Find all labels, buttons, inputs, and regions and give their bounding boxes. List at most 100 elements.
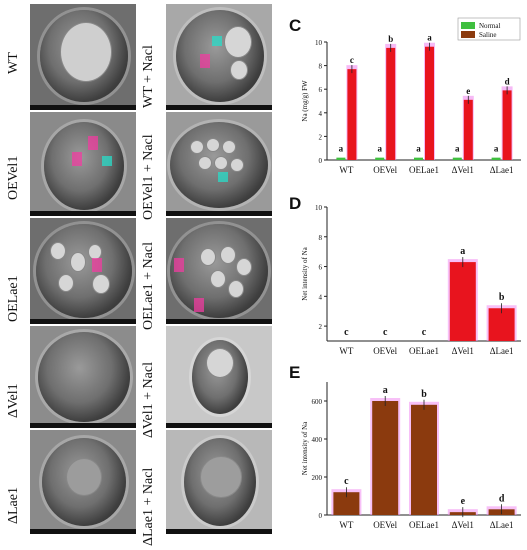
chart-e-ytick-label: 200 [312, 474, 323, 482]
chart-c-bar-saline [502, 90, 512, 160]
chart-d-significance-letter: c [344, 327, 349, 338]
chart-d-ytick-label: 4 [319, 293, 323, 301]
chart-c-significance-letter: a [377, 144, 382, 154]
chart-c-xtick-label: ΔLae1 [490, 165, 514, 175]
micrograph-wt [30, 4, 136, 110]
chart-e-significance-letter: b [421, 389, 427, 400]
chart-e-bar-glow [331, 489, 362, 515]
chart-c-bar-normal [375, 157, 385, 160]
chart-c-significance-letter: a [427, 33, 432, 43]
chart-c-significance-letter: e [466, 86, 470, 96]
chart-d-ylabel: Net intensity of Na [301, 246, 309, 300]
chart-d-xtick-label: ΔLae1 [490, 346, 514, 356]
chart-e-xtick-label: ΔLae1 [490, 520, 514, 530]
chart-d: 2 4 6 8 10 Net intensity of Na WT OEVel OELae1 ΔV… [301, 204, 521, 356]
micrograph-oelae1 [30, 218, 136, 324]
chart-c-bar-glow [462, 95, 474, 160]
row-label-dvel1-nacl: ΔVel1 + Nacl [141, 362, 156, 438]
chart-d-significance-letter: c [422, 327, 427, 338]
chart-c-bar-normal [414, 157, 423, 160]
chart-c-bar-normal [491, 157, 501, 160]
chart-d-ytick-label: 8 [319, 234, 323, 242]
chart-d-xtick-label: WT [339, 346, 353, 356]
chart-c-bar-saline [425, 46, 434, 160]
chart-e-significance-letter: a [383, 385, 388, 396]
chart-d-xtick-label: OEVel [373, 346, 397, 356]
chart-c-legend-swatch [461, 31, 475, 38]
chart-c-ytick-label: 2 [319, 133, 323, 141]
chart-c-xtick-label: OELae1 [409, 165, 439, 175]
panel-letter-e: E [289, 363, 301, 382]
chart-e-bar-glow [370, 398, 401, 515]
chart-c-legend-swatch [461, 22, 475, 29]
chart-d-significance-letter: b [499, 292, 505, 303]
chart-c-significance-letter: d [505, 76, 510, 86]
panel-letter-c: C [289, 16, 302, 35]
row-label-dlae1: ΔLae1 [6, 487, 21, 524]
chart-d-ytick-label: 10 [315, 204, 323, 212]
chart-e-significance-letter: e [461, 496, 466, 507]
chart-c-bar-normal [336, 157, 346, 160]
chart-c-xtick-label: OEVel [373, 165, 397, 175]
chart-e-xtick-label: OEVel [373, 520, 397, 530]
chart-c-legend-label: Saline [479, 31, 497, 39]
row-label-wt-nacl: WT + Nacl [141, 45, 156, 108]
chart-c-legend [457, 17, 521, 41]
micrograph-dlae1 [30, 430, 136, 534]
micrograph-dvel1 [30, 326, 136, 428]
chart-e-bar [488, 509, 515, 515]
row-label-dlae1-nacl: ΔLae1 + Nacl [141, 467, 156, 546]
chart-c-legend-label: Normal [479, 22, 500, 30]
chart-e-bar [449, 512, 476, 515]
chart-c-bar-glow [346, 65, 358, 160]
chart-e-ytick-label: 600 [312, 398, 323, 406]
panel-letter-d: D [289, 194, 302, 213]
chart-d-bar [449, 262, 476, 341]
chart-e-ytick-label: 0 [319, 512, 323, 520]
chart-d-significance-letter: a [460, 246, 465, 257]
chart-c-significance-letter: a [455, 144, 460, 154]
chart-d-ytick-label: 6 [319, 264, 323, 272]
row-label-dvel1: ΔVel1 [6, 383, 21, 418]
micrograph-wt-nacl [166, 4, 272, 110]
chart-c-significance-letter: a [339, 144, 344, 154]
micrograph-oevel1-nacl [166, 112, 272, 216]
chart-c-xtick-label: ΔVel1 [452, 165, 474, 175]
chart-d-xtick-label: ΔVel1 [452, 346, 474, 356]
chart-e-xtick-label: ΔVel1 [452, 520, 474, 530]
chart-e-significance-letter: c [344, 476, 349, 487]
chart-e-xtick-label: WT [339, 520, 353, 530]
micrograph-dlae1-nacl [166, 430, 272, 534]
chart-c-bar-glow [424, 42, 435, 160]
chart-e-significance-letter: d [499, 493, 505, 504]
row-label-wt: WT [6, 52, 21, 74]
chart-e-bar [333, 492, 360, 515]
chart-c-ylabel: Na (mg/g) FW [301, 80, 309, 122]
chart-e-xtick-label: OELae1 [409, 520, 439, 530]
chart-d-bar-glow [447, 259, 478, 341]
row-label-oevel1-nacl: OEVel1 + Nacl [141, 134, 156, 220]
chart-c-bar-glow [501, 86, 513, 160]
chart-e-ylabel: Net intensity of Na [301, 421, 309, 475]
chart-e-ytick-label: 400 [312, 436, 323, 444]
row-label-oevel1: OEVel1 [6, 155, 21, 200]
chart-e-bar-glow [486, 506, 517, 515]
chart-d-ytick-label: 2 [319, 323, 323, 331]
chart-c-ytick-label: 6 [319, 86, 323, 94]
chart-c-ytick-label: 10 [315, 39, 323, 47]
chart-d-bar-glow [486, 305, 517, 341]
chart-d-significance-letter: c [383, 327, 388, 338]
chart-c-significance-letter: a [416, 144, 421, 154]
chart-e-bar-glow [409, 401, 439, 515]
chart-d-bar [488, 308, 515, 341]
chart-c-bar-saline [347, 69, 357, 160]
chart-c-bar-saline [386, 47, 396, 160]
chart-c-bar-normal [452, 157, 462, 160]
chart-e: 0 200 400 600 Net intensity of Na WT OEVel OELa… [301, 382, 521, 530]
chart-d-xtick-label: OELae1 [409, 346, 439, 356]
chart-c-bar-saline [463, 99, 473, 160]
chart-c-xtick-label: WT [339, 165, 353, 175]
chart-c-significance-letter: a [494, 144, 499, 154]
chart-c-significance-letter: c [350, 55, 354, 65]
chart-c-ytick-label: 0 [319, 157, 323, 165]
